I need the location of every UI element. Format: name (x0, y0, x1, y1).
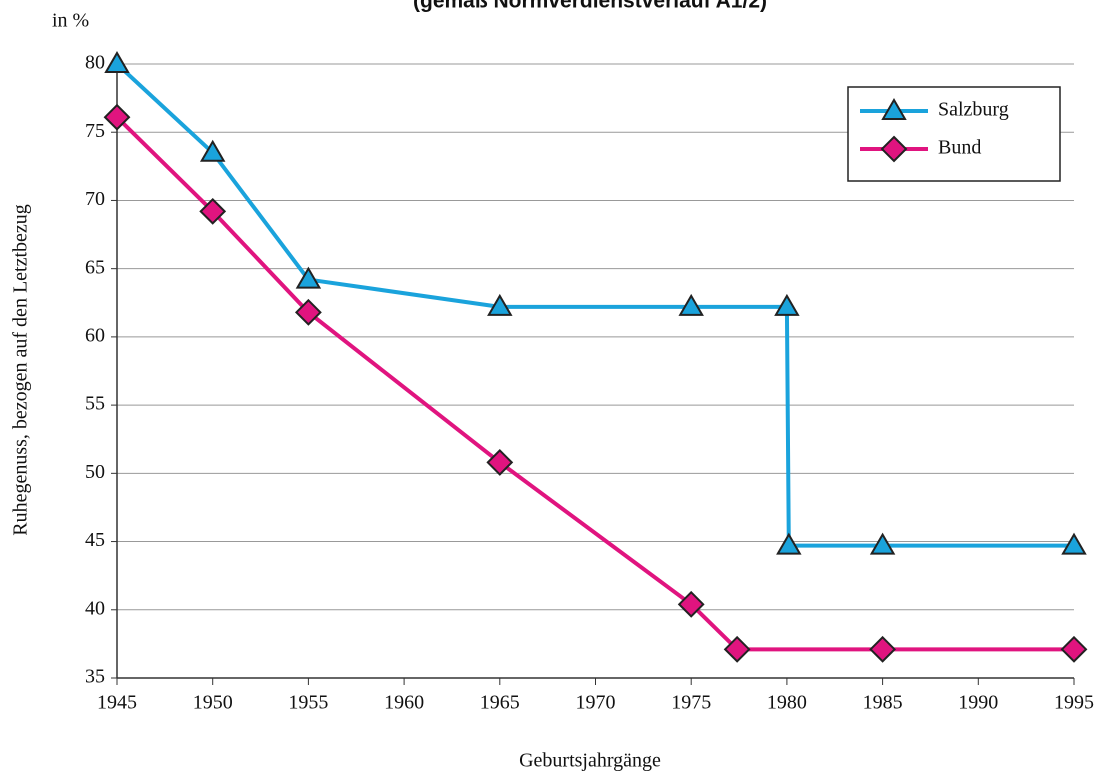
y-tick-label: 80 (85, 52, 105, 74)
legend-box (847, 86, 1061, 182)
x-tick-label: 1985 (863, 692, 903, 714)
diamond-marker (294, 298, 322, 326)
triangle-marker (295, 266, 322, 289)
x-tick-label: 1975 (671, 692, 711, 714)
diamond-marker (199, 197, 227, 225)
y-tick-label: 55 (85, 393, 105, 415)
diamond-marker (1060, 635, 1088, 663)
diamond-marker (677, 590, 705, 618)
y-tick-label: 45 (85, 529, 105, 551)
triangle-marker (1061, 532, 1087, 555)
triangle-marker (774, 293, 800, 316)
x-tick-label: 1960 (384, 692, 424, 714)
triangle-marker (776, 532, 802, 555)
x-tick-label: 1980 (767, 692, 807, 714)
diamond-marker (103, 103, 131, 131)
y-tick-label: 65 (85, 256, 105, 278)
x-tick-label: 1955 (288, 692, 328, 714)
diamond-marker (486, 449, 514, 476)
chart-title: (gemäß Normverdienstverlauf A1/2) (413, 0, 767, 13)
x-tick-label: 1995 (1054, 692, 1094, 714)
x-tick-label: 1990 (958, 692, 998, 714)
y-axis-title: Ruhegenuss, bezogen auf den Letztbezug (10, 204, 32, 536)
y-tick-label: 70 (85, 188, 105, 210)
y-unit-label: in % (52, 10, 89, 32)
y-tick-label: 60 (85, 324, 105, 346)
diamond-marker (880, 135, 908, 163)
triangle-marker (678, 293, 704, 316)
triangle-marker (104, 51, 130, 73)
x-tick-label: 1945 (97, 692, 137, 714)
y-tick-label: 75 (85, 120, 105, 142)
triangle-marker (199, 139, 226, 162)
legend-label: Bund (938, 137, 981, 159)
y-tick-label: 35 (85, 666, 105, 688)
triangle-marker (869, 532, 896, 555)
series-line (115, 115, 1074, 652)
x-tick-label: 1965 (480, 692, 520, 714)
y-tick-label: 50 (85, 461, 105, 483)
x-tick-label: 1950 (193, 692, 233, 714)
diamond-marker (723, 635, 751, 663)
y-tick-label: 40 (85, 597, 105, 619)
diamond-marker (869, 635, 897, 663)
x-tick-label: 1970 (576, 692, 616, 714)
legend-label: Salzburg (938, 99, 1009, 121)
triangle-marker (881, 98, 907, 120)
triangle-marker (487, 293, 513, 316)
x-axis-title: Geburtsjahrgänge (519, 750, 661, 772)
